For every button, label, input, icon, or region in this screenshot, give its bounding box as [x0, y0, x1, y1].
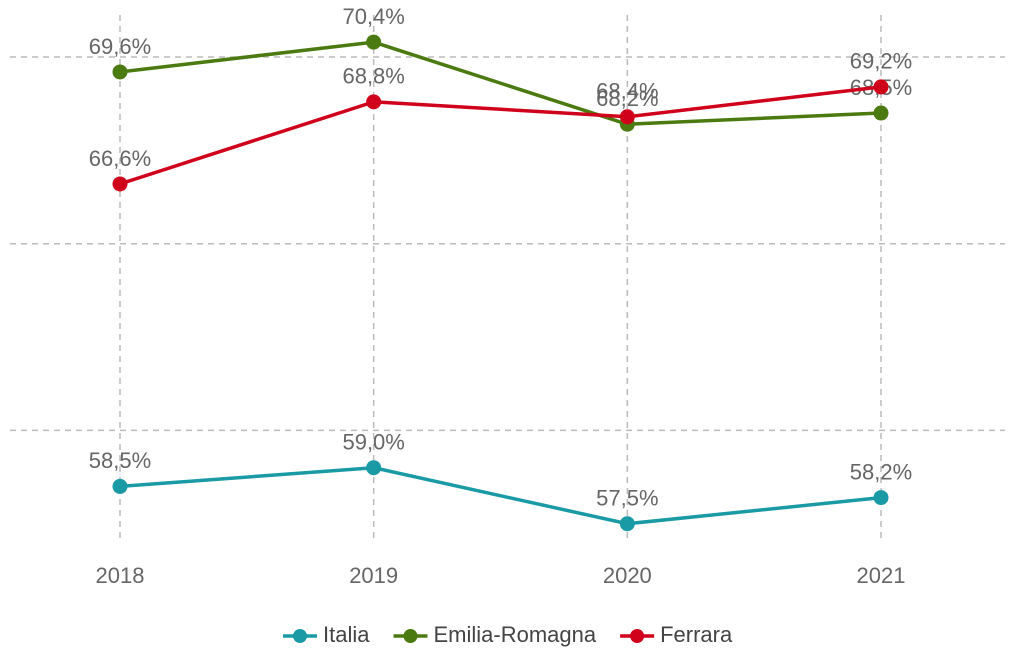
- line: [119, 40, 882, 127]
- legend-label: Ferrara: [660, 622, 733, 647]
- legend-marker: [293, 629, 308, 643]
- data-label: 68,4%: [596, 79, 658, 104]
- data-label: 68,2%: [596, 86, 658, 111]
- point: [112, 478, 128, 494]
- data-label: 57,5%: [596, 486, 658, 511]
- data-label: 69,6%: [89, 34, 151, 59]
- legend-label: Italia: [323, 622, 370, 647]
- data-label: 70,4%: [342, 4, 404, 29]
- point: [366, 94, 382, 110]
- point: [112, 64, 128, 80]
- legend-marker: [630, 629, 645, 643]
- point: [112, 176, 128, 192]
- x-tick-label: 2020: [603, 563, 652, 588]
- line: [119, 465, 882, 526]
- data-label: 59,0%: [342, 430, 404, 455]
- data-label: 69,2%: [850, 49, 912, 74]
- data-label: 68,8%: [342, 64, 404, 89]
- point: [366, 34, 382, 50]
- point: [619, 109, 635, 125]
- point: [366, 460, 382, 476]
- series: 66,6% 68,8% 68,4% 69,2%: [89, 49, 912, 192]
- x-tick-label: 2019: [349, 563, 398, 588]
- series: 58,5% 59,0% 57,5% 58,2%: [89, 430, 912, 532]
- data-label: 58,2%: [850, 459, 912, 484]
- line: [119, 85, 882, 186]
- legend: Italia Emilia-Romagna Ferrara: [283, 622, 733, 647]
- point: [873, 105, 889, 121]
- data-label: 58,5%: [89, 448, 151, 473]
- legend-marker: [403, 629, 418, 643]
- x-tick-label: 2021: [857, 563, 906, 588]
- point: [873, 79, 889, 95]
- x-tick-label: 2018: [96, 563, 145, 588]
- point: [873, 490, 889, 506]
- series: 69,6%70,4%68,2%68,5%: [89, 4, 912, 132]
- data-label: 66,6%: [89, 146, 151, 171]
- point: [619, 516, 635, 532]
- legend-label: Emilia-Romagna: [433, 622, 596, 647]
